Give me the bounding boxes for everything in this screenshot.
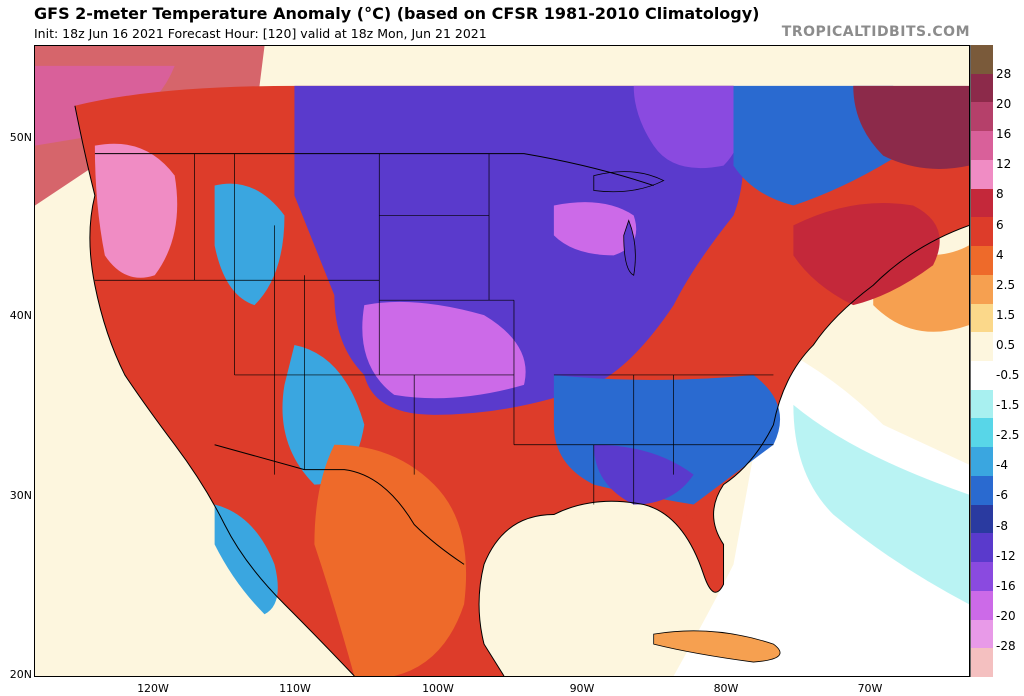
colorbar-swatch: [970, 447, 993, 477]
colorbar-swatch: [970, 533, 993, 563]
colorbar-label: 28: [996, 67, 1012, 82]
atlantic-cool: [793, 404, 969, 605]
map-canvas: [35, 46, 969, 676]
lon-label-80w: 80W: [713, 682, 739, 695]
colorbar-label: 8: [996, 187, 1004, 202]
colorbar-label: 12: [996, 157, 1012, 172]
lat-label-30n: 30N: [9, 489, 32, 502]
lon-label-120w: 120W: [137, 682, 169, 695]
colorbar-swatch: [970, 188, 993, 218]
colorbar-swatch: [970, 159, 993, 190]
colorbar-swatch: [970, 619, 993, 649]
colorbar-label: -4: [996, 458, 1008, 473]
colorbar-label: -8: [996, 518, 1008, 533]
colorbar-label: 16: [996, 127, 1012, 142]
northeast-warm: [793, 203, 940, 306]
cold-great-lakes: [553, 202, 637, 256]
colorbar-swatch: [970, 217, 993, 247]
colorbar-label: 2.5: [996, 277, 1016, 292]
color-scale-legend: 28 20 16 12 8 6 4 2.5 1.5 0.5 -0.5 -1.5 -2.5 -4 -6 -8 -1…: [970, 45, 1024, 678]
lat-label-50n: 50N: [9, 131, 32, 144]
colorbar-swatch: [970, 590, 993, 621]
colorbar-label: -16: [996, 578, 1016, 593]
map-subtitle: Init: 18z Jun 16 2021 Forecast Hour: [12…: [34, 26, 487, 41]
colorbar-label: -0.5: [996, 368, 1020, 383]
colorbar-label: 1.5: [996, 307, 1016, 322]
lake-superior: [593, 171, 665, 193]
colorbar-label: -12: [996, 548, 1016, 563]
colorbar-swatch: [970, 648, 993, 678]
lon-label-70w: 70W: [857, 682, 883, 695]
colorbar-swatch: [970, 418, 993, 448]
colorbar-swatch: [970, 45, 993, 75]
labrador-warm: [853, 85, 969, 169]
lat-label-40n: 40N: [9, 309, 32, 322]
colorbar-label: -20: [996, 608, 1016, 623]
colorbar-label: 6: [996, 217, 1004, 232]
florida-warm: [683, 514, 724, 575]
colorbar-label: 0.5: [996, 337, 1016, 352]
atlantic-white: [673, 345, 969, 676]
pacific-nw-hot: [94, 143, 178, 278]
colorbar-label: 4: [996, 247, 1004, 262]
lon-label-90w: 90W: [569, 682, 595, 695]
colorbar-swatch: [970, 73, 993, 103]
rockies-cool: [214, 183, 285, 306]
pacific-coastline: [74, 105, 355, 676]
texas-mexico-warm: [314, 444, 467, 676]
map-title: GFS 2-meter Temperature Anomaly (°C) (ba…: [34, 4, 760, 23]
colorbar-label: -1.5: [996, 398, 1020, 413]
colorbar-swatch: [970, 131, 993, 161]
colorbar-swatch: [970, 246, 993, 276]
southeast-cold: [593, 444, 694, 505]
colorbar-swatch: [970, 332, 993, 362]
state-borders: [94, 153, 774, 505]
colorbar-swatch: [970, 475, 993, 506]
us-canada-border: [94, 153, 654, 187]
lat-label-20n: 20N: [9, 668, 32, 681]
cuba: [653, 630, 781, 663]
colorbar-swatch: [970, 389, 993, 419]
lon-label-110w: 110W: [279, 682, 311, 695]
us-mexico-border: [214, 444, 465, 565]
colorbar-label: -28: [996, 638, 1016, 653]
cold-hudson: [633, 85, 742, 169]
cold-anomaly-pink: [362, 301, 526, 399]
brand-watermark[interactable]: TROPICALTIDBITS.COM: [781, 24, 970, 40]
colorbar-label: 20: [996, 97, 1012, 112]
colorbar-swatch: [970, 274, 993, 305]
colorbar-label: -2.5: [996, 428, 1020, 443]
colorbar-label: -6: [996, 488, 1008, 503]
colorbar-swatch: [970, 504, 993, 534]
temperature-anomaly-map[interactable]: [34, 45, 970, 677]
lake-michigan: [623, 219, 636, 276]
atlantic-gulf-coastline: [478, 224, 969, 676]
colorbar-swatch: [970, 562, 993, 592]
colorbar-swatch: [970, 102, 993, 132]
colorbar-swatch: [970, 303, 993, 333]
colorbar-swatch: [970, 361, 993, 391]
lon-label-100w: 100W: [422, 682, 454, 695]
